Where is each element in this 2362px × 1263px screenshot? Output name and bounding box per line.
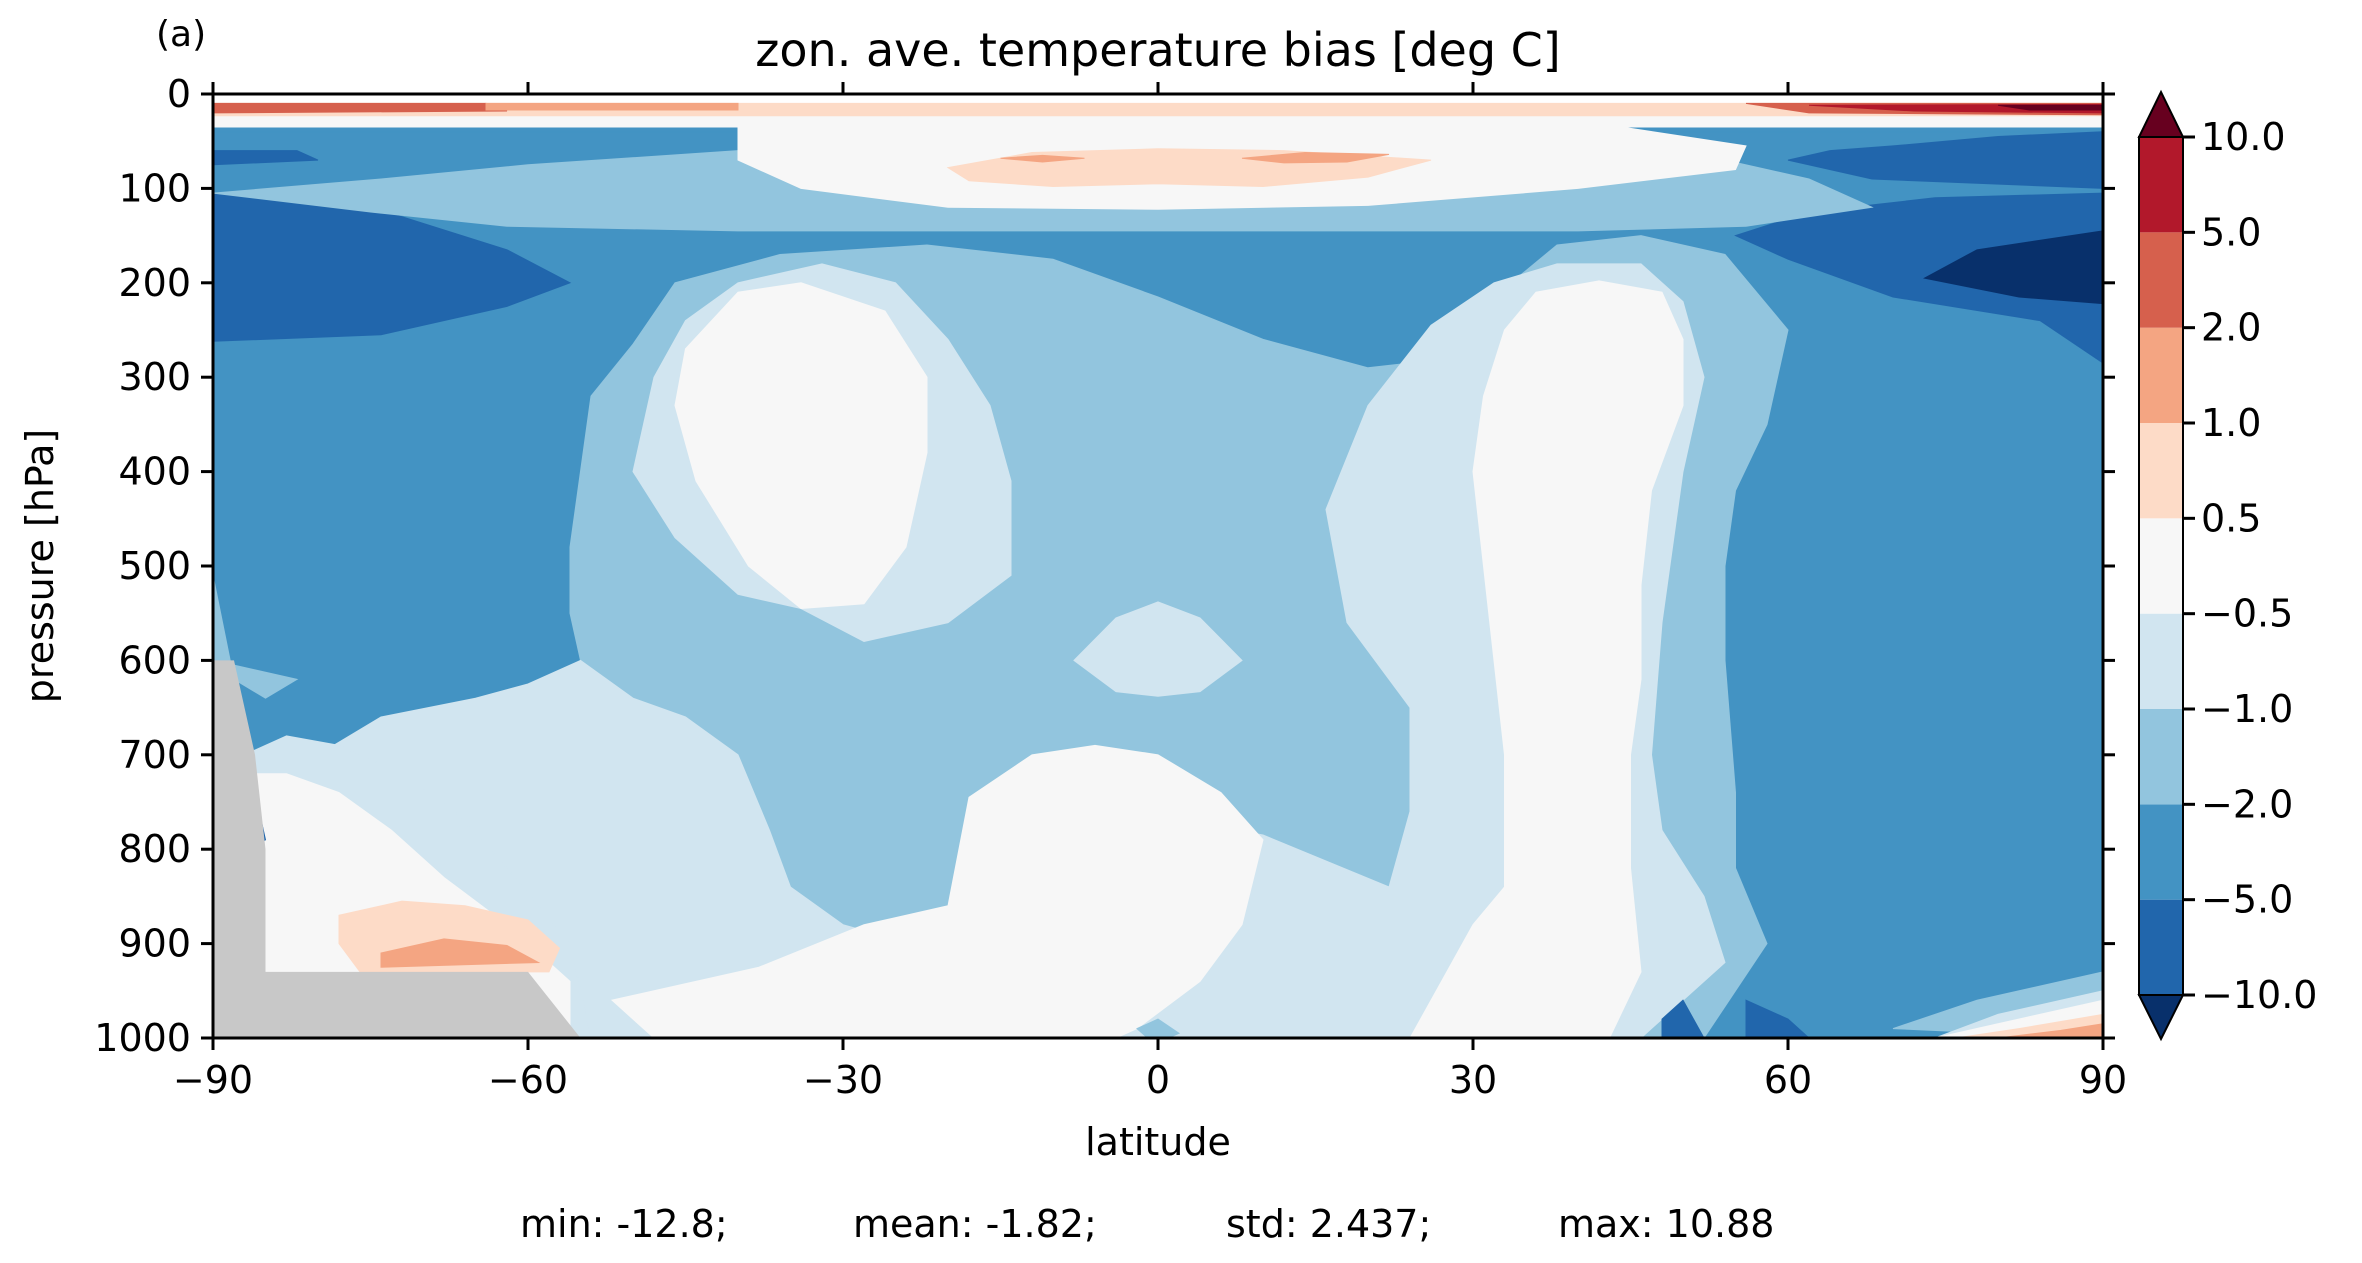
y-tick-label: 600	[118, 638, 191, 682]
contour-region-32	[1661, 999, 1705, 1038]
contour-region-29	[380, 938, 541, 968]
chart-title: zon. ave. temperature bias [deg C]	[755, 23, 1561, 77]
y-tick-label: 200	[118, 261, 191, 305]
colorbar-segment	[2139, 518, 2183, 614]
x-axis-label: latitude	[1085, 1120, 1231, 1164]
y-tick-label: 700	[118, 733, 191, 777]
colorbar-segment	[2139, 232, 2183, 328]
y-tick-label: 500	[118, 544, 191, 588]
missing-data-mask	[213, 660, 581, 1038]
y-tick-label: 300	[118, 355, 191, 399]
stats-line: min: -12.8; mean: -1.82; std: 2.437; max…	[520, 1202, 1774, 1246]
colorbar-segment	[2139, 137, 2183, 233]
y-tick-label: 800	[118, 827, 191, 871]
contour-region-39	[1136, 1018, 1181, 1038]
stat-mean: mean: -1.82;	[853, 1202, 1097, 1246]
contour-plot-area	[213, 102, 2103, 1038]
contour-region-20	[1000, 154, 1085, 163]
colorbar-frame	[2138, 136, 2184, 996]
colorbar: −10.0 −5.0 −2.0 −1.0 −0.5 0.5 1.0 2.0 5.0 10.0	[2137, 89, 2317, 1042]
x-tick-label: −90	[173, 1058, 253, 1102]
contour-region-2	[213, 150, 319, 166]
colorbar-tick-label: −0.5	[2201, 592, 2293, 636]
colorbar-tick-label: 5.0	[2201, 210, 2261, 254]
y-tick-label: 1000	[94, 1016, 191, 1060]
x-tick-label: 30	[1449, 1058, 1497, 1102]
y-tick-label: 400	[118, 450, 191, 494]
contour-region-23	[213, 102, 508, 114]
contour-region-24	[485, 102, 739, 111]
contour-region-15	[610, 744, 1264, 1038]
colorbar-tick-label: −5.0	[2201, 878, 2293, 922]
contour-region-6	[1923, 230, 2103, 305]
colorbar-tick-label: 10.0	[2201, 115, 2286, 159]
stat-max: max: 10.88	[1558, 1202, 1774, 1246]
colorbar-tick-label: 0.5	[2201, 496, 2261, 540]
colorbar-segment	[2139, 709, 2183, 805]
colorbar-segment	[2139, 613, 2183, 709]
colorbar-segment	[2139, 327, 2183, 423]
y-tick-label: 100	[118, 166, 191, 210]
y-tick-label: 0	[167, 72, 191, 116]
contour-region-27	[1997, 104, 2103, 111]
colorbar-tick-label: −10.0	[2201, 973, 2317, 1017]
stat-std: std: 2.437;	[1226, 1202, 1431, 1246]
x-axis: −90 −60 −30 0 30 60 90	[173, 82, 2127, 1102]
y-axis-label: pressure [hPa]	[18, 429, 62, 703]
colorbar-segment	[2139, 804, 2183, 900]
colorbar-segment	[2139, 899, 2183, 995]
contour-region-5	[1734, 192, 2103, 364]
panel-label: (a)	[156, 14, 206, 55]
colorbar-tick-label: 1.0	[2201, 401, 2261, 445]
x-tick-label: −60	[488, 1058, 568, 1102]
x-tick-label: 90	[2079, 1058, 2127, 1102]
x-tick-label: −30	[803, 1058, 883, 1102]
colorbar-tick-label: 2.0	[2201, 306, 2261, 350]
y-axis: 0 100 200 300 400 500 600 700 800 900 1000	[94, 72, 2115, 1060]
contour-region-10	[1073, 601, 1243, 697]
stat-min: min: -12.8;	[520, 1202, 728, 1246]
x-tick-label: 60	[1764, 1058, 1812, 1102]
contour-region-13	[674, 282, 928, 610]
x-tick-label: 0	[1146, 1058, 1170, 1102]
colorbar-tick-label: −1.0	[2201, 687, 2293, 731]
contour-region-21	[1241, 151, 1390, 164]
colorbar-tick-label: −2.0	[2201, 782, 2293, 826]
colorbar-segment	[2139, 423, 2183, 519]
contour-region-4	[1787, 131, 2103, 189]
contour-region-33	[1745, 999, 1810, 1038]
contour-region-14	[1409, 280, 1684, 1038]
contour-region-38	[1997, 1023, 2103, 1038]
y-tick-label: 900	[118, 922, 191, 966]
